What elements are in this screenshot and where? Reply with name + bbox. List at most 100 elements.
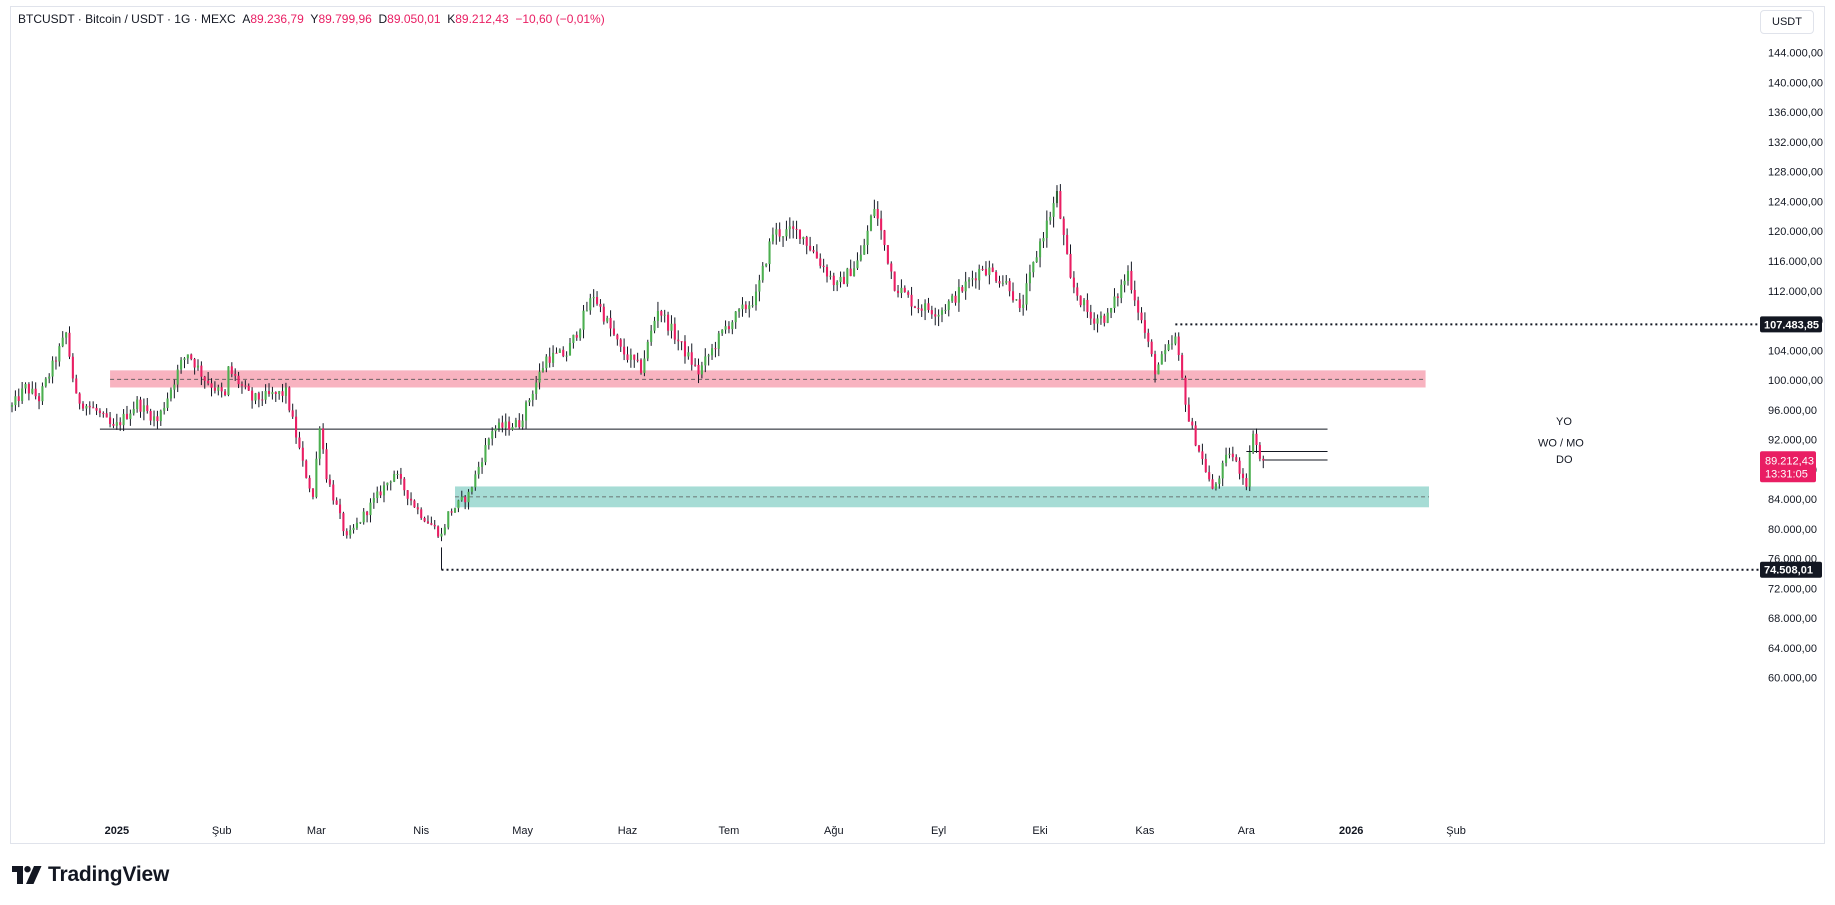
candle-down: [288, 387, 291, 411]
candle-down: [156, 416, 159, 422]
candle-down: [927, 303, 930, 311]
x-tick-label: 2025: [105, 825, 129, 837]
candle-up: [352, 527, 355, 530]
candle-down: [1076, 287, 1079, 296]
candle-up: [481, 462, 484, 467]
price-tag-box: [1760, 561, 1822, 578]
candle-down: [88, 405, 91, 408]
chart-frame: [10, 6, 1825, 844]
candle-down: [798, 229, 802, 239]
symbol-legend: BTCUSDT · Bitcoin / USDT · 1G · MEXC A89…: [18, 12, 605, 26]
candle-up: [65, 332, 68, 338]
candle-up: [1099, 315, 1102, 319]
candle-up: [558, 349, 561, 353]
candle-up: [457, 500, 460, 509]
candle-up: [264, 390, 267, 400]
candle-up: [565, 355, 568, 357]
candle-up: [738, 309, 741, 312]
x-tick-label: Şub: [1446, 825, 1466, 837]
candle-down: [308, 477, 311, 489]
exchange-label: MEXC: [201, 12, 236, 26]
candle-down: [805, 237, 808, 246]
resistance-zone: [110, 370, 1426, 388]
candle-down: [903, 287, 906, 293]
x-tick-label: 2026: [1339, 825, 1363, 837]
candle-up: [924, 303, 927, 311]
candle-down: [1231, 453, 1234, 458]
candle-up: [568, 342, 572, 356]
candle-up: [24, 384, 27, 389]
y-tick-label: 68.000,00: [1768, 613, 1817, 625]
candle-up: [951, 295, 954, 302]
candle-up: [531, 393, 534, 401]
interval-label[interactable]: 1G: [174, 12, 191, 26]
currency-button[interactable]: USDT: [1760, 10, 1814, 34]
candle-up: [1025, 283, 1028, 305]
candle-down: [633, 354, 636, 360]
candle-down: [81, 403, 85, 409]
candle-up: [1082, 299, 1086, 306]
y-tick-label: 136.000,00: [1768, 107, 1823, 119]
candle-up: [85, 405, 88, 409]
candle-up: [1248, 452, 1251, 487]
candle-down: [697, 364, 700, 375]
x-tick-label: Haz: [618, 825, 638, 837]
candle-up: [1126, 270, 1130, 281]
candle-up: [386, 482, 389, 486]
candle-up: [382, 485, 386, 496]
candle-down: [403, 478, 406, 491]
candle-down: [1154, 354, 1157, 375]
candle-up: [355, 522, 358, 528]
candle-up: [650, 330, 653, 342]
x-tick-label: Eyl: [931, 825, 946, 837]
candle-up: [497, 422, 501, 429]
candle-up: [585, 310, 588, 312]
candle-down: [423, 517, 426, 522]
last-price-tag: [1760, 451, 1816, 483]
candle-up: [687, 352, 690, 357]
candle-down: [907, 292, 910, 295]
candle-up: [217, 387, 220, 391]
tradingview-logo[interactable]: TradingView: [12, 862, 169, 888]
last-price-value: 89.212,43: [1765, 455, 1814, 467]
candle-up: [1157, 364, 1160, 375]
candle-down: [1008, 280, 1011, 292]
candle-down: [433, 524, 436, 527]
level-label: YO: [1556, 416, 1572, 428]
x-tick-label: Şub: [212, 825, 232, 837]
candle-down: [291, 410, 294, 417]
candle-up: [856, 260, 859, 269]
candle-down: [842, 276, 845, 284]
candle-up: [61, 337, 64, 347]
y-tick-label: 104.000,00: [1768, 345, 1823, 357]
candle-up: [1113, 296, 1116, 309]
candle-down: [207, 380, 210, 384]
candle-up: [866, 230, 869, 246]
candle-up: [552, 352, 555, 363]
candle-up: [254, 393, 257, 401]
candle-down: [416, 507, 419, 510]
candle-down: [623, 346, 626, 355]
candle-up: [528, 400, 531, 403]
candle-up: [971, 278, 974, 280]
level-label: DO: [1556, 454, 1573, 466]
x-tick-label: Mar: [307, 825, 326, 837]
candle-up: [721, 329, 724, 334]
candle-down: [1150, 341, 1153, 355]
y-tick-label: 116.000,00: [1768, 256, 1822, 268]
candle-down: [210, 383, 213, 388]
candle-down: [92, 407, 95, 409]
x-tick-label: Kas: [1135, 825, 1154, 837]
price-tag-label: 107.483,85: [1764, 319, 1819, 331]
candle-down: [612, 328, 616, 335]
candle-up: [582, 310, 585, 330]
candle-down: [240, 384, 244, 386]
candle-up: [10, 405, 14, 407]
candle-down: [1089, 311, 1092, 319]
symbol-ticker[interactable]: BTCUSDT: [18, 12, 75, 26]
candle-up: [1096, 318, 1099, 324]
candle-up: [741, 304, 744, 310]
candle-up: [572, 334, 575, 343]
candle-up: [734, 311, 737, 323]
